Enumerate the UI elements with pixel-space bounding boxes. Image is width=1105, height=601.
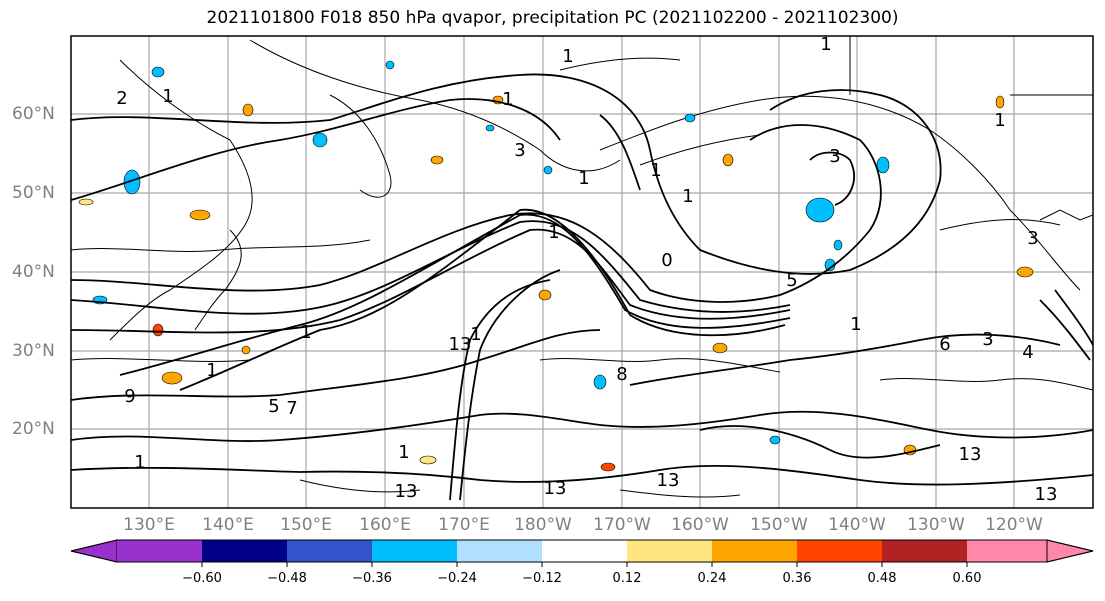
contour-label: 13 <box>449 334 472 355</box>
map-frame <box>70 35 1094 509</box>
contour-label: 3 <box>1027 228 1038 249</box>
colorbar-label: −0.12 <box>522 571 562 586</box>
contour-label: 1 <box>650 160 661 181</box>
colorbar-label: −0.24 <box>437 571 477 586</box>
contour-label: 1 <box>850 314 861 335</box>
colorbar-label: 0.36 <box>782 571 812 586</box>
colorbar-segment <box>967 540 1047 562</box>
colorbar <box>70 539 1094 567</box>
colorbar-segment <box>287 540 372 562</box>
lon-label: 160°W <box>671 515 729 535</box>
contour-label: 4 <box>1022 342 1033 363</box>
contour-label: 5 <box>268 396 279 417</box>
colorbar-label: 0.48 <box>867 571 897 586</box>
lat-label: 30°N <box>12 341 55 361</box>
lon-label: 150°W <box>750 515 808 535</box>
contour-label: 1 <box>134 452 145 473</box>
colorbar-segment <box>1046 539 1094 563</box>
contour-label: 1 <box>548 222 559 243</box>
contour-label: 3 <box>982 329 993 350</box>
contour-label: 7 <box>286 398 297 419</box>
contour-label: 1 <box>578 168 589 189</box>
colorbar-segment <box>372 540 457 562</box>
lat-label: 40°N <box>12 262 55 282</box>
colorbar-segment <box>542 540 627 562</box>
colorbar-segment <box>797 540 882 562</box>
lon-label: 170°E <box>438 515 490 535</box>
colorbar-label: 0.60 <box>952 571 982 586</box>
contour-label: 1 <box>300 322 311 343</box>
contour-label: 1 <box>502 89 513 110</box>
contour-label: 2 <box>116 88 127 109</box>
colorbar-segment <box>627 540 712 562</box>
lon-label: 170°W <box>593 515 651 535</box>
colorbar-label: −0.60 <box>182 571 222 586</box>
lon-label: 120°W <box>985 515 1043 535</box>
colorbar-segment <box>712 540 797 562</box>
lon-label: 180°W <box>514 515 572 535</box>
contour-label: 1 <box>162 86 173 107</box>
contour-label: 13 <box>544 478 567 499</box>
contour-label: 8 <box>616 364 627 385</box>
map-title: 2021101800 F018 850 hPa qvapor, precipit… <box>206 8 899 28</box>
contour-label: 1 <box>470 324 481 345</box>
contour-label: 13 <box>657 470 680 491</box>
coastlines <box>109 36 1093 341</box>
colorbar-outline <box>70 539 1094 563</box>
colorbar-label: 0.24 <box>697 571 727 586</box>
lon-label: 140°W <box>828 515 886 535</box>
contour-label: 1 <box>994 110 1005 131</box>
contour-label: 5 <box>786 270 797 291</box>
lon-label: 140°E <box>202 515 254 535</box>
lon-label: 160°E <box>359 515 411 535</box>
contour-label: 1 <box>206 360 217 381</box>
contour-label: 1 <box>820 34 831 55</box>
contour-label: 1 <box>398 442 409 463</box>
lat-label: 60°N <box>12 104 55 124</box>
lat-label: 20°N <box>12 419 55 439</box>
colorbar-label: −0.48 <box>267 571 307 586</box>
contour-label: 13 <box>1035 484 1058 505</box>
contour-label: 9 <box>124 386 135 407</box>
lat-label: 50°N <box>12 183 55 203</box>
colorbar-segment <box>70 539 118 563</box>
lon-label: 130°W <box>907 515 965 535</box>
contour-label: 3 <box>514 140 525 161</box>
colorbar-label: −0.36 <box>352 571 392 586</box>
qvapor-contours <box>71 73 1093 501</box>
contour-label: 13 <box>959 444 982 465</box>
contour-label: 1 <box>562 46 573 67</box>
colorbar-segment <box>882 540 967 562</box>
lon-label: 150°E <box>280 515 332 535</box>
lon-label: 130°E <box>123 515 175 535</box>
contour-label: 0 <box>661 250 672 271</box>
colorbar-label: 0.12 <box>612 571 642 586</box>
contour-label: 6 <box>939 334 950 355</box>
colorbar-segment <box>202 540 287 562</box>
contour-label-layer: 2 1 1 3 1 1 1 3 1 5 1 0 1 1 3 1 9 8 5 7 … <box>116 34 1057 505</box>
colorbar-segment <box>117 540 202 562</box>
contour-label: 1 <box>682 186 693 207</box>
map-layers <box>71 36 1093 508</box>
colorbar-segment <box>457 540 542 562</box>
contour-label: 3 <box>829 146 840 167</box>
contour-label: 13 <box>395 481 418 502</box>
thin-contours <box>71 57 1093 498</box>
